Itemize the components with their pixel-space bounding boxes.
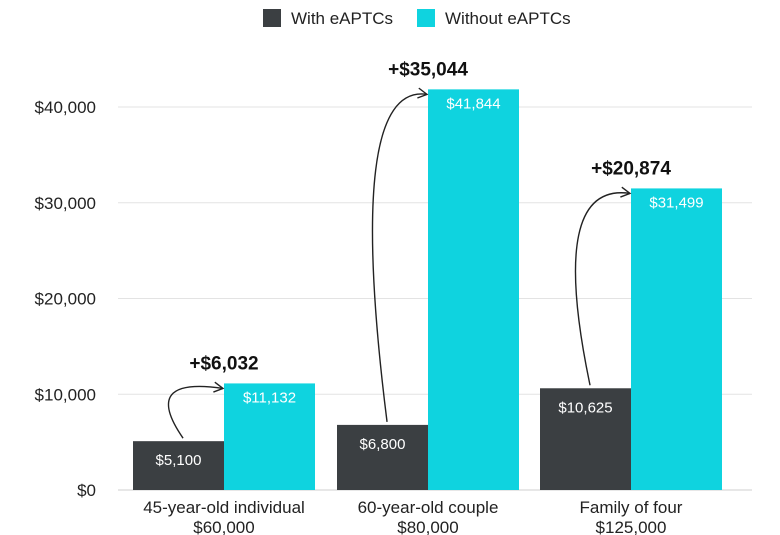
difference-label: +$20,874 — [591, 158, 671, 179]
bar-value-label: $31,499 — [649, 194, 703, 211]
bar-value-label: $6,800 — [360, 436, 406, 453]
bar-value-label: $11,132 — [243, 389, 296, 406]
difference-arrow — [371, 87, 429, 422]
legend-label: With eAPTCs — [291, 9, 393, 28]
bar-with-eaptcs — [337, 424, 428, 490]
y-tick-label: $0 — [77, 481, 96, 500]
y-tick-label: $40,000 — [35, 98, 96, 117]
bars: $5,100 $11,132 $6,800 $41,844 $10,625 $31,499 — [133, 89, 722, 491]
legend-swatch — [417, 9, 435, 27]
bar-value-label: $5,100 — [156, 452, 202, 469]
y-tick-label: $10,000 — [35, 385, 96, 404]
bar-with-eaptcs — [540, 388, 631, 490]
x-category-label: 45-year-old individual — [143, 498, 305, 517]
bar-without-eaptcs — [224, 383, 315, 490]
x-category-sublabel: $125,000 — [596, 518, 667, 535]
bar-value-label: $10,625 — [558, 399, 612, 416]
difference-label: +$35,044 — [388, 59, 468, 80]
legend-swatch — [263, 9, 281, 27]
bar-value-label: $41,844 — [446, 95, 500, 112]
legend-label: Without eAPTCs — [445, 9, 571, 28]
difference-arrows: +$6,032 +$35,044 +$20,874 — [167, 59, 671, 439]
legend: With eAPTCs Without eAPTCs — [263, 9, 571, 28]
x-category-sublabel: $80,000 — [397, 518, 458, 535]
y-axis: $0 $10,000 $20,000 $30,000 $40,000 — [35, 98, 96, 500]
difference-arrow — [167, 381, 225, 439]
bar-without-eaptcs — [428, 89, 519, 490]
difference-label: +$6,032 — [189, 353, 258, 374]
bar-with-eaptcs — [133, 441, 224, 490]
y-tick-label: $20,000 — [35, 290, 96, 309]
difference-arrow — [574, 186, 632, 386]
x-axis: 45-year-old individual$60,000 60-year-old… — [143, 498, 683, 535]
x-category-label: Family of four — [580, 498, 683, 517]
x-category-sublabel: $60,000 — [193, 518, 254, 535]
x-category-label: 60-year-old couple — [358, 498, 499, 517]
bar-without-eaptcs — [631, 188, 722, 491]
y-tick-label: $30,000 — [35, 194, 96, 213]
